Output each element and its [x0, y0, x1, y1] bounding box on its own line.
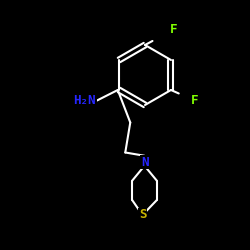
Text: H₂N: H₂N	[73, 94, 96, 107]
Text: N: N	[141, 156, 148, 168]
Text: F: F	[191, 94, 198, 107]
Text: F: F	[170, 23, 177, 36]
Text: S: S	[139, 208, 146, 222]
